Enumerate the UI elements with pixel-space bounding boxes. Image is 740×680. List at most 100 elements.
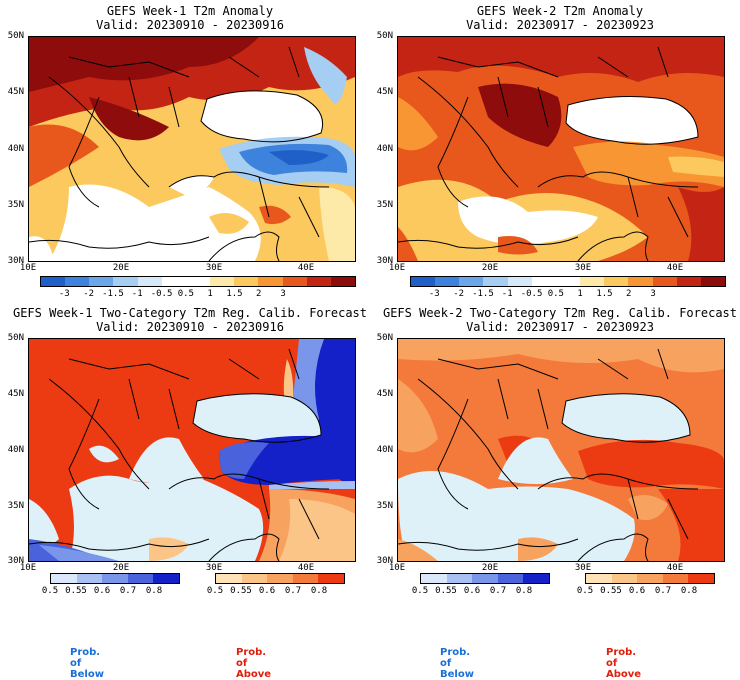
lat-label: 35N: [376, 200, 393, 210]
map-area: [28, 338, 356, 562]
colorbar-swatch: [241, 574, 268, 583]
lat-label: 45N: [376, 389, 393, 399]
colorbar-tick-label: 0.7: [119, 586, 137, 596]
colorbar-tick-label: 0.5: [41, 586, 59, 596]
colorbar-swatch: [330, 277, 356, 286]
anomaly-colorbar: [410, 276, 726, 287]
colorbar-tick-label: 0.5: [547, 289, 564, 299]
colorbar-tick-label: 1.5: [226, 289, 243, 299]
lat-label: 50N: [376, 333, 393, 343]
colorbar-tick-label: 0.8: [145, 586, 163, 596]
below-colorbar: [50, 573, 180, 584]
colorbar-swatch: [318, 574, 344, 583]
lat-label: 40N: [7, 144, 24, 154]
lat-label: 40N: [376, 144, 393, 154]
colorbar-tick-label: 1: [207, 289, 213, 299]
colorbar-swatch: [611, 574, 638, 583]
probability-map-w1: [29, 339, 355, 561]
colorbar-tick-label: 0.7: [489, 586, 507, 596]
lon-label: 40E: [666, 263, 684, 273]
colorbar-swatch: [604, 277, 629, 286]
colorbar-tick-label: 0.7: [654, 586, 672, 596]
colorbar-swatch: [652, 277, 677, 286]
colorbar-swatch: [411, 277, 436, 286]
colorbar-tick-label: 0.6: [463, 586, 481, 596]
panel-valid-dates: Valid: 20230910 - 20230916: [96, 320, 284, 334]
colorbar-swatch: [127, 574, 154, 583]
colorbar-tick-label: -3: [58, 289, 70, 299]
colorbar-tick-label: 1.5: [596, 289, 613, 299]
lon-label: 10E: [19, 263, 37, 273]
lon-label: 20E: [112, 263, 130, 273]
anomaly-map-w1: [29, 37, 355, 261]
colorbar-swatch: [65, 277, 90, 286]
colorbar-tick-label: -1.5: [102, 289, 124, 299]
map-area: [397, 338, 725, 562]
lat-label: 30N: [376, 256, 393, 266]
colorbar-tick-label: 0.6: [628, 586, 646, 596]
colorbar-swatch: [210, 277, 235, 286]
lon-label: 20E: [112, 563, 130, 573]
lon-label: 10E: [388, 563, 406, 573]
colorbar-swatch: [435, 277, 460, 286]
colorbar-swatch: [267, 574, 293, 583]
colorbar-swatch: [185, 277, 211, 286]
colorbar-tick-label: 0.55: [230, 586, 252, 596]
colorbar-swatch: [472, 574, 498, 583]
anomaly-map-w2: [398, 37, 724, 261]
colorbar-tick-label: 3: [650, 289, 656, 299]
colorbar-tick-label: 1: [577, 289, 583, 299]
lon-label: 30E: [574, 563, 592, 573]
colorbar-swatch: [282, 277, 307, 286]
colorbar-swatch: [258, 277, 283, 286]
legend-prob-above: Prob. of Above: [236, 647, 272, 680]
panel-title: GEFS Week-2 T2m Anomaly: [476, 4, 644, 18]
colorbar-swatch: [586, 574, 612, 583]
colorbar-swatch: [51, 574, 77, 583]
colorbar-tick-label: 0.8: [680, 586, 698, 596]
lat-label: 50N: [7, 31, 24, 41]
lat-label: 35N: [376, 501, 393, 511]
above-colorbar: [215, 573, 345, 584]
lon-label: 30E: [574, 263, 592, 273]
lat-label: 30N: [7, 256, 24, 266]
colorbar-tick-label: 0.8: [310, 586, 328, 596]
colorbar-tick-label: -3: [428, 289, 440, 299]
colorbar-tick-label: -1: [501, 289, 513, 299]
lat-label: 40N: [376, 445, 393, 455]
colorbar-swatch: [234, 277, 259, 286]
lat-label: 30N: [376, 556, 393, 566]
colorbar-tick-label: -2: [83, 289, 95, 299]
colorbar-swatch: [153, 574, 179, 583]
colorbar-tick-label: 0.55: [435, 586, 457, 596]
lon-label: 40E: [297, 563, 315, 573]
below-colorbar: [420, 573, 550, 584]
panel-title: GEFS Week-1 Two-Category T2m Reg. Calib.…: [12, 306, 367, 320]
lon-label: 30E: [205, 563, 223, 573]
colorbar-tick-label: 0.5: [576, 586, 594, 596]
colorbar-swatch: [507, 277, 532, 286]
colorbar-swatch: [497, 574, 524, 583]
lat-label: 45N: [376, 87, 393, 97]
colorbar-swatch: [137, 277, 162, 286]
colorbar-tick-label: -0.5: [520, 289, 543, 299]
colorbar-swatch: [531, 277, 556, 286]
colorbar-swatch: [628, 277, 653, 286]
colorbar-tick-label: 2: [256, 289, 262, 299]
colorbar-swatch: [555, 277, 581, 286]
panel-title: GEFS Week-2 Two-Category T2m Reg. Calib.…: [382, 306, 737, 320]
lon-label: 40E: [666, 563, 684, 573]
panel-valid-dates: Valid: 20230910 - 20230916: [96, 18, 284, 32]
lat-label: 50N: [376, 31, 393, 41]
colorbar-swatch: [89, 277, 114, 286]
lat-label: 50N: [7, 333, 24, 343]
colorbar-tick-label: -1.5: [472, 289, 494, 299]
colorbar-swatch: [161, 277, 186, 286]
lat-label: 45N: [7, 389, 24, 399]
colorbar-swatch: [688, 574, 714, 583]
legend-prob-below: Prob. of Below: [440, 647, 474, 680]
colorbar-tick-label: 0.6: [258, 586, 276, 596]
colorbar-tick-label: 3: [280, 289, 286, 299]
above-colorbar: [585, 573, 715, 584]
lat-label: 35N: [7, 200, 24, 210]
